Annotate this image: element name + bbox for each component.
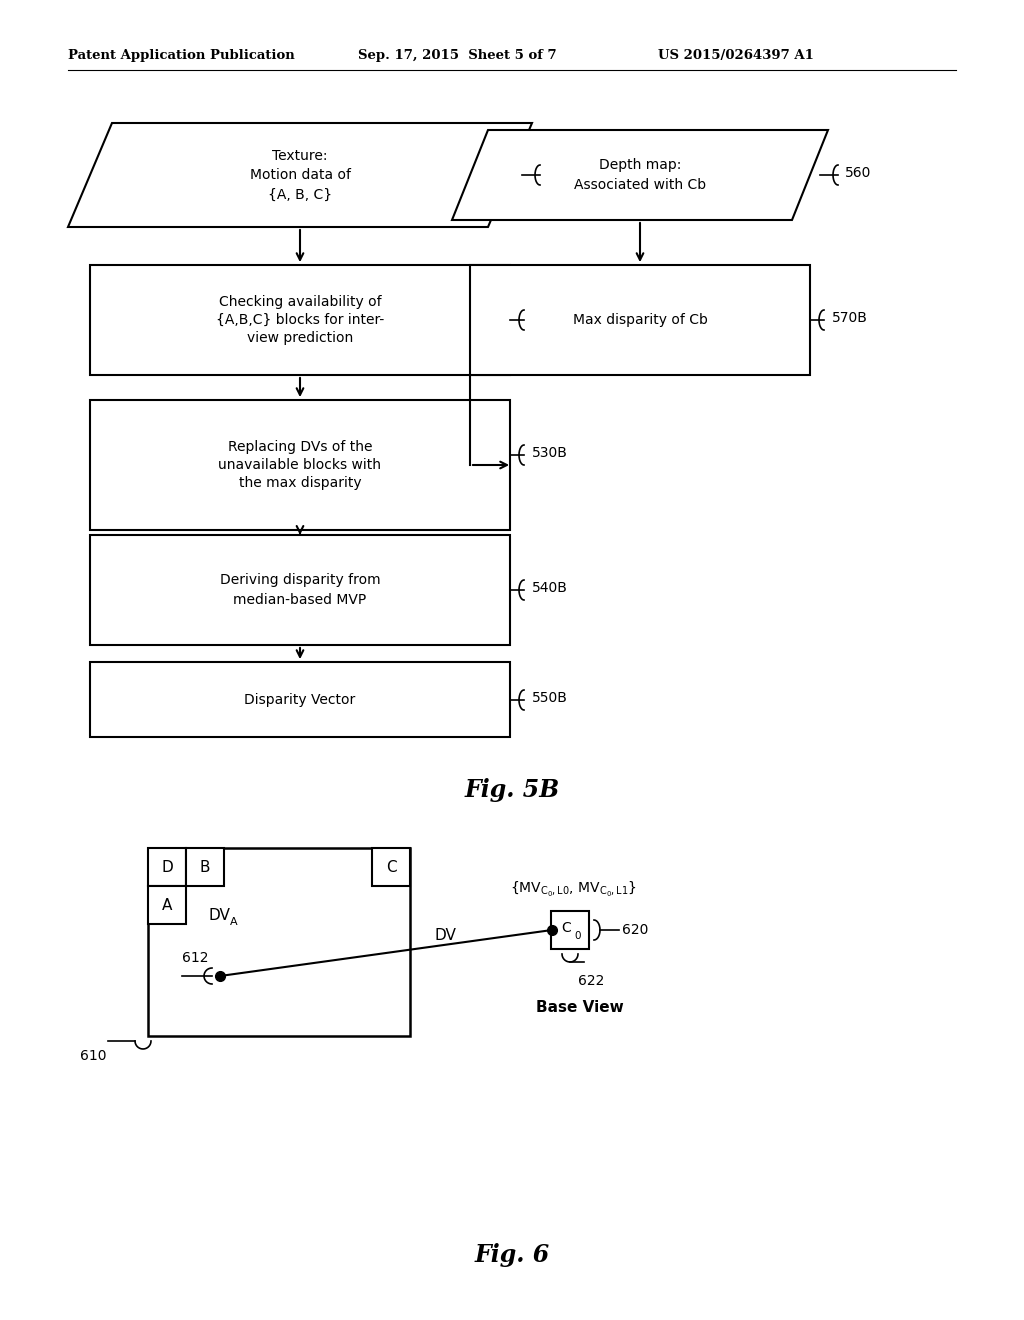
Text: 612: 612 — [182, 950, 209, 965]
Text: 610: 610 — [80, 1049, 106, 1063]
Text: Texture:
Motion data of
{A, B, C}: Texture: Motion data of {A, B, C} — [250, 149, 350, 202]
Text: DV: DV — [434, 928, 456, 944]
Text: DV: DV — [208, 908, 229, 924]
Polygon shape — [452, 129, 828, 220]
Text: US 2015/0264397 A1: US 2015/0264397 A1 — [658, 49, 814, 62]
Text: 520B: 520B — [532, 312, 568, 325]
Text: B: B — [200, 859, 210, 874]
Bar — [148, 886, 186, 924]
Text: Fig. 5B: Fig. 5B — [464, 777, 560, 803]
Polygon shape — [68, 123, 532, 227]
Text: Replacing DVs of the
unavailable blocks with
the max disparity: Replacing DVs of the unavailable blocks … — [218, 440, 382, 491]
Bar — [90, 265, 510, 375]
Text: 622: 622 — [578, 974, 604, 987]
Text: Patent Application Publication: Patent Application Publication — [68, 49, 295, 62]
Bar — [372, 847, 410, 886]
Bar — [148, 847, 410, 1036]
Text: A: A — [162, 898, 172, 912]
Text: 550B: 550B — [532, 690, 568, 705]
Text: Disparity Vector: Disparity Vector — [245, 693, 355, 708]
Text: 510: 510 — [547, 166, 573, 180]
Text: 620: 620 — [622, 923, 648, 937]
Text: Deriving disparity from
median-based MVP: Deriving disparity from median-based MVP — [220, 573, 380, 607]
Text: 530B: 530B — [532, 446, 568, 459]
Bar — [551, 911, 589, 949]
Bar — [90, 535, 510, 645]
Bar — [148, 847, 186, 886]
Text: C: C — [386, 859, 396, 874]
Bar — [186, 847, 224, 886]
Text: 540B: 540B — [532, 581, 568, 595]
Text: Fig. 6: Fig. 6 — [474, 1243, 550, 1267]
Text: D: D — [161, 859, 173, 874]
Text: {MV$_{\mathregular{C_0,L0}}$, MV$_{\mathregular{C_0,L1}}$}: {MV$_{\mathregular{C_0,L0}}$, MV$_{\math… — [510, 879, 637, 899]
Text: Base View: Base View — [537, 999, 624, 1015]
Text: C: C — [561, 921, 570, 935]
Text: Checking availability of
{A,B,C} blocks for inter-
view prediction: Checking availability of {A,B,C} blocks … — [216, 294, 384, 346]
Text: Depth map:
Associated with Cb: Depth map: Associated with Cb — [573, 158, 707, 191]
Text: 570B: 570B — [831, 312, 868, 325]
Text: 0: 0 — [574, 931, 582, 941]
Text: Max disparity of Cb: Max disparity of Cb — [572, 313, 708, 327]
Text: A: A — [230, 917, 238, 927]
Text: Sep. 17, 2015  Sheet 5 of 7: Sep. 17, 2015 Sheet 5 of 7 — [358, 49, 557, 62]
Bar — [90, 400, 510, 531]
Bar — [90, 663, 510, 737]
Text: 560: 560 — [845, 166, 871, 180]
Bar — [470, 265, 810, 375]
